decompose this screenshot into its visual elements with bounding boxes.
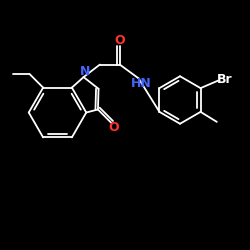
Text: O: O xyxy=(108,121,118,134)
Text: Br: Br xyxy=(217,73,233,86)
Text: HN: HN xyxy=(131,77,152,90)
Text: N: N xyxy=(80,65,90,78)
Text: O: O xyxy=(114,34,125,47)
